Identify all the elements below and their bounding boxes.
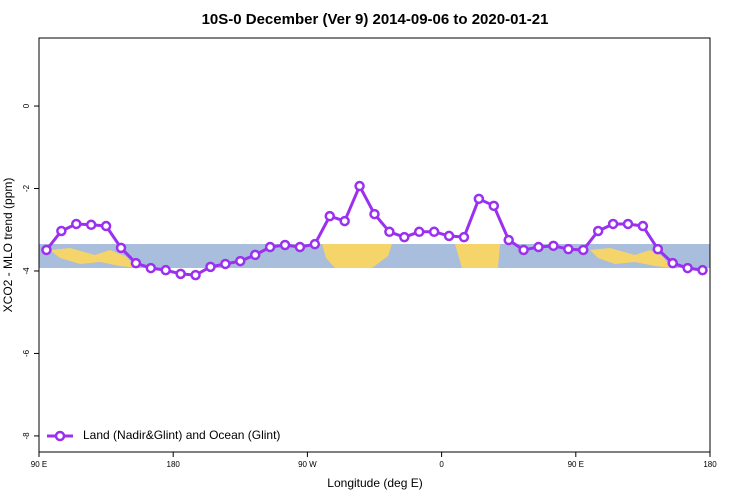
y-tick-label: -2 xyxy=(22,184,31,192)
x-tick-label: 180 xyxy=(167,460,181,469)
data-point xyxy=(264,241,276,253)
plot-frame xyxy=(38,37,711,453)
data-point xyxy=(399,231,410,243)
data-point xyxy=(473,193,485,205)
data-point xyxy=(249,249,261,261)
data-point xyxy=(324,210,336,222)
legend-label: Land (Nadir&Glint) and Ocean (Glint) xyxy=(83,428,280,442)
y-axis-label: XCO2 - MLO trend (ppm) xyxy=(1,178,15,313)
data-point xyxy=(488,200,500,212)
y-tick-label: -8 xyxy=(22,432,31,440)
data-point xyxy=(369,208,380,220)
data-point xyxy=(458,231,470,243)
data-point xyxy=(428,226,440,238)
x-tick-label: 180 xyxy=(703,460,717,469)
data-point xyxy=(607,218,619,230)
data-point xyxy=(682,262,693,274)
x-tick-label: 90 E xyxy=(568,460,584,469)
data-point xyxy=(578,244,589,256)
data-point xyxy=(220,258,231,270)
y-tick-label: -6 xyxy=(22,349,31,357)
data-point xyxy=(697,264,708,276)
data-point xyxy=(309,238,321,250)
data-point xyxy=(56,225,67,237)
data-point xyxy=(548,240,559,252)
y-tick-label: -4 xyxy=(22,267,31,275)
x-tick-label: 90 E xyxy=(31,460,47,469)
data-point xyxy=(294,241,306,253)
data-point xyxy=(205,261,216,273)
data-point xyxy=(563,243,574,255)
data-point xyxy=(637,220,649,232)
data-point xyxy=(622,218,634,230)
x-axis-label: Longitude (deg E) xyxy=(327,476,422,490)
data-point xyxy=(71,218,82,230)
data-point xyxy=(339,215,350,227)
data-point xyxy=(115,242,127,254)
data-point xyxy=(279,239,291,251)
data-point xyxy=(518,244,529,256)
y-tick-label: 0 xyxy=(22,103,31,108)
data-point xyxy=(354,180,365,192)
x-tick-label: 90 W xyxy=(298,460,317,469)
data-point xyxy=(175,268,186,280)
data-point xyxy=(235,255,246,267)
data-point xyxy=(190,269,201,281)
data-point xyxy=(160,264,171,276)
data-point xyxy=(592,225,604,237)
data-point xyxy=(130,257,142,269)
data-point xyxy=(145,262,157,274)
data-point xyxy=(100,220,112,232)
data-point xyxy=(503,234,514,246)
data-point xyxy=(652,243,664,255)
data-point xyxy=(533,241,544,253)
data-point xyxy=(443,230,455,242)
data-point xyxy=(413,226,425,238)
x-tick-label: 0 xyxy=(439,460,444,469)
data-point xyxy=(384,226,395,238)
legend-marker xyxy=(54,430,66,442)
chart-title: 10S-0 December (Ver 9) 2014-09-06 to 202… xyxy=(202,11,549,28)
data-point xyxy=(41,244,52,256)
data-point xyxy=(85,219,97,231)
data-point xyxy=(667,257,678,269)
